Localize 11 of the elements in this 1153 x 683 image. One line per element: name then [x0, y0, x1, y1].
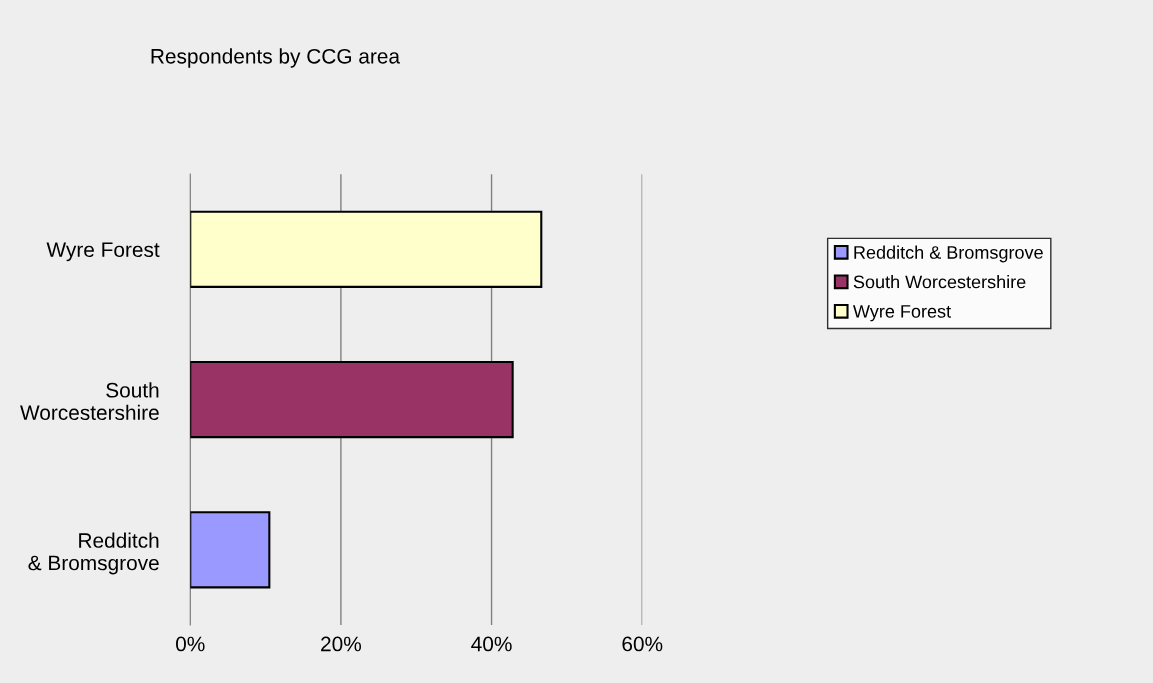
legend-label: Wyre Forest: [853, 305, 951, 322]
x-tick-label: 20%: [321, 636, 362, 652]
legend-label: South Worcestershire: [853, 275, 1026, 289]
y-tick-label: South Worcestershire: [20, 382, 159, 421]
chart-title: Respondents by CCG area: [151, 48, 401, 68]
x-tick-label: 60%: [622, 636, 663, 652]
y-tick-label: Wyre Forest: [46, 242, 160, 262]
x-tick-label: 40%: [471, 636, 512, 652]
y-tick-label: Redditch & Bromsgrove: [28, 532, 159, 575]
legend-label: Redditch & Bromsgrove: [854, 245, 1043, 263]
x-tick-label: 0%: [176, 636, 205, 652]
